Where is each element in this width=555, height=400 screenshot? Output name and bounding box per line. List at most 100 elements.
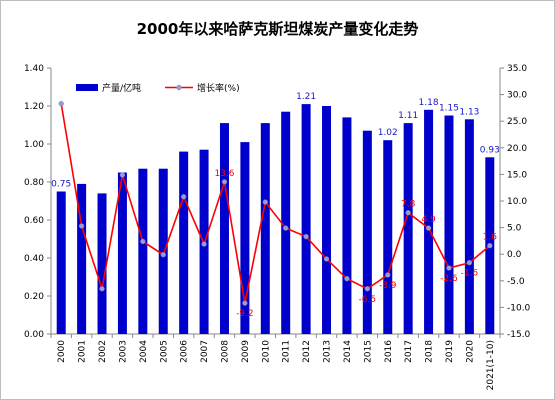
- y-right-tick-label: -10.0: [507, 303, 531, 313]
- bar: [240, 142, 250, 334]
- y-left-tick-label: 0.00: [24, 330, 44, 340]
- y-right-tick-label: 20.0: [507, 144, 527, 154]
- rate-point: [181, 194, 187, 200]
- y-left-tick-label: 0.60: [24, 216, 44, 226]
- y-left-tick-label: 0.40: [24, 254, 44, 264]
- rate-point: [119, 172, 126, 178]
- bar: [383, 140, 393, 334]
- y-right-tick-label: 25.0: [507, 117, 527, 127]
- rate-point: [466, 260, 473, 266]
- bar: [56, 191, 66, 334]
- x-tick-label: 2008: [220, 340, 230, 363]
- bar: [424, 109, 434, 334]
- rate-point: [487, 243, 493, 249]
- rate-point: [140, 238, 146, 245]
- x-tick-label: 2015: [363, 340, 373, 363]
- x-tick-label: 2000: [57, 340, 67, 363]
- y-left-tick-label: 0.20: [24, 292, 44, 302]
- bar-series: [56, 104, 495, 335]
- x-tick-label: 2002: [98, 340, 108, 363]
- bar: [158, 168, 168, 334]
- y-left-tick-label: 1.00: [24, 140, 44, 150]
- legend-line-marker: [176, 84, 182, 91]
- bar-value-label: 1.18: [419, 98, 439, 108]
- rate-point: [58, 100, 64, 107]
- x-tick-label: 2010: [261, 340, 271, 363]
- x-tick-label: 2016: [384, 340, 394, 363]
- bar: [138, 168, 148, 334]
- rate-line: [60, 103, 491, 304]
- y-right-tick-label: 35.0: [507, 64, 527, 74]
- bar: [117, 172, 127, 334]
- legend-bar-swatch: [76, 84, 98, 91]
- bar-value-label: 1.02: [378, 128, 398, 138]
- x-tick-label: 2020: [465, 340, 475, 363]
- rate-point: [446, 265, 452, 271]
- legend-bar-label: 产量/亿吨: [102, 82, 141, 94]
- y-right-tick-label: -5.0: [507, 277, 525, 287]
- rate-value-label: -3.9: [379, 281, 397, 291]
- rate-point: [160, 252, 166, 258]
- x-tick-label: 2019: [445, 340, 455, 363]
- x-tick-label: 2007: [200, 340, 210, 363]
- rate-point: [323, 256, 330, 262]
- legend-line-label: 增长率(%): [197, 82, 240, 94]
- x-tick-label: 2017: [404, 340, 414, 363]
- rate-value-label: -9.2: [236, 309, 254, 319]
- rate-point: [425, 225, 432, 231]
- bar-value-label: 1.21: [296, 92, 316, 102]
- x-tick-label: 2021(1-10): [486, 340, 496, 390]
- x-tick-label: 2004: [139, 340, 149, 363]
- bar: [77, 183, 87, 334]
- bar: [260, 123, 270, 334]
- x-tick-label: 2001: [78, 340, 88, 363]
- rate-series: [58, 100, 493, 306]
- chart-title: 2000年以来哈萨克斯坦煤炭产量变化走势: [136, 20, 419, 38]
- rate-point: [283, 225, 289, 231]
- rate-value-label: 4.9: [421, 215, 436, 225]
- bar: [97, 193, 107, 334]
- bar: [342, 117, 352, 335]
- y-right-tick-label: -15.0: [507, 330, 531, 340]
- rate-value-label: -6.5: [359, 295, 377, 305]
- axes: 0.00 0.20 0.40 0.60 0.80 1.00 1.20 1.40 -15.0 -10…: [24, 64, 531, 390]
- rate-point: [364, 286, 370, 292]
- x-tick-label: 2013: [323, 340, 333, 363]
- x-tick-label: 2018: [425, 340, 435, 363]
- bar: [179, 151, 189, 334]
- data-labels: 0.75 1.21 1.021.111.181.15 1.13 0.93 13.6 -9.2…: [51, 92, 500, 319]
- rate-point: [242, 300, 248, 306]
- bar: [219, 123, 229, 334]
- rate-value-label: 13.6: [214, 169, 234, 179]
- x-tick-label: 2009: [241, 340, 251, 363]
- rate-point: [385, 272, 391, 278]
- bar-value-label: 1.11: [398, 111, 418, 121]
- x-tick-label: 2014: [343, 340, 353, 363]
- x-tick-label: 2005: [159, 340, 169, 363]
- y-left-tick-label: 1.40: [24, 64, 44, 74]
- rate-point: [78, 223, 85, 229]
- rate-value-label: -2.6: [440, 274, 458, 284]
- rate-value-label: 1.6: [483, 233, 498, 243]
- rate-value-label: 7.8: [401, 200, 416, 210]
- x-tick-label: 2012: [302, 340, 312, 363]
- y-right-tick-label: 15.0: [507, 170, 527, 180]
- rate-point: [262, 199, 268, 205]
- bar-value-label: 0.93: [480, 145, 500, 155]
- y-right-tick-label: 30.0: [507, 91, 527, 101]
- bar-value-label: 1.15: [439, 104, 459, 114]
- y-left-tick-label: 0.80: [24, 178, 44, 188]
- bar-value-label: 1.13: [459, 107, 479, 117]
- legend: 产量/亿吨 增长率(%): [76, 82, 240, 94]
- bar-value-label: 0.75: [51, 180, 71, 190]
- bar: [444, 115, 454, 334]
- x-tick-label: 2011: [282, 340, 292, 363]
- y-right-tick-label: 10.0: [507, 197, 527, 207]
- bar: [464, 119, 474, 334]
- y-right-tick-label: 0.0: [507, 250, 522, 260]
- x-tick-label: 2003: [118, 340, 128, 363]
- bar: [301, 104, 311, 334]
- rate-point: [303, 233, 309, 240]
